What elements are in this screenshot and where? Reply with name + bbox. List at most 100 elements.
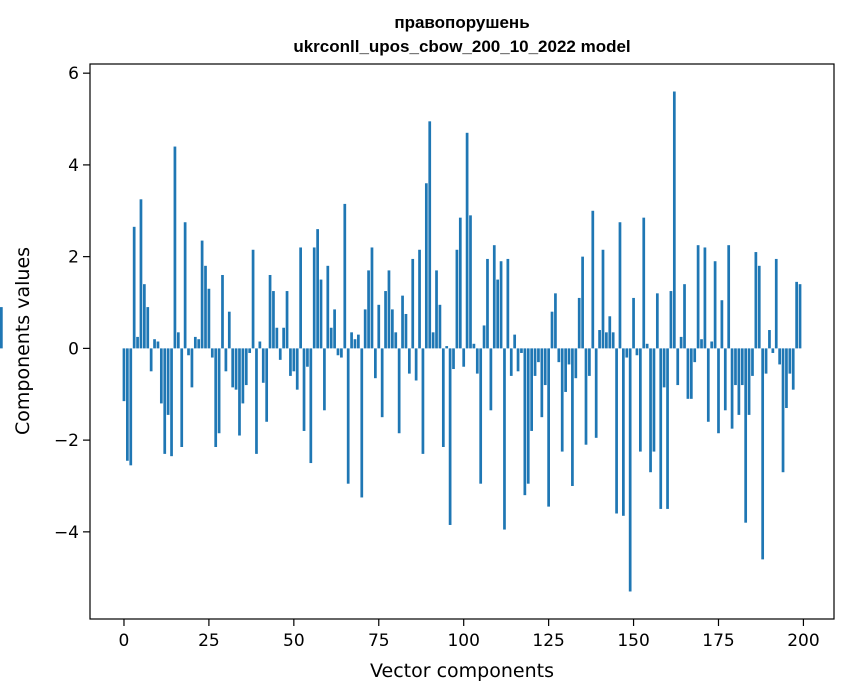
bar-112	[503, 348, 506, 530]
bar-68	[353, 339, 357, 349]
bar-33	[234, 348, 238, 390]
bar-198	[795, 281, 798, 349]
x-tick-label-100: 100	[447, 631, 479, 651]
bar-58	[319, 279, 323, 349]
bar-undefined	[0, 307, 3, 349]
bar-119	[526, 348, 530, 484]
bar-175	[717, 348, 720, 434]
bar-97	[452, 348, 455, 370]
bar-56	[312, 247, 316, 349]
bar-169	[696, 245, 700, 349]
bar-63	[336, 348, 340, 356]
bar-152	[639, 348, 642, 452]
bar-88	[421, 348, 425, 454]
bar-143	[608, 316, 612, 349]
bar-9	[153, 339, 156, 349]
x-tick-label-50: 50	[283, 631, 305, 651]
bar-69	[357, 334, 360, 349]
x-tick-label-125: 125	[532, 631, 564, 651]
bar-139	[594, 348, 598, 438]
bar-177	[723, 348, 727, 411]
bar-129	[560, 348, 564, 452]
bar-103	[472, 343, 476, 349]
bar-186	[754, 252, 758, 349]
bar-72	[367, 270, 370, 349]
bar-43	[268, 274, 272, 349]
bar-19	[187, 348, 190, 356]
bar-95	[445, 346, 449, 349]
bars-group	[0, 91, 802, 592]
bar-27	[214, 348, 218, 447]
bar-13	[166, 348, 170, 415]
bar-50	[292, 348, 296, 372]
bar-0	[122, 348, 126, 402]
bar-192	[774, 258, 778, 349]
bar-134	[577, 297, 581, 349]
bar-142	[605, 332, 608, 349]
bar-160	[666, 348, 669, 509]
bar-92	[435, 270, 438, 349]
bar-22	[197, 339, 201, 349]
bar-71	[363, 309, 367, 349]
bar-32	[231, 348, 235, 388]
bar-53	[302, 348, 306, 431]
bar-81	[397, 348, 401, 434]
bar-76	[380, 348, 384, 418]
y-ticks-group: −4 −2 0 2 4 6	[54, 64, 90, 543]
bar-127	[554, 293, 557, 349]
bar-23	[200, 240, 204, 349]
bar-185	[751, 348, 754, 376]
bar-30	[224, 348, 228, 372]
bar-122	[537, 348, 540, 363]
x-tick-label-75: 75	[368, 631, 390, 651]
bar-158	[659, 348, 663, 509]
bar-66	[346, 348, 350, 484]
bar-46	[278, 348, 282, 360]
bar-6	[143, 284, 146, 349]
bar-150	[632, 297, 635, 349]
bar-89	[424, 183, 428, 349]
bar-35	[241, 348, 245, 404]
y-tick-label--2: −2	[54, 431, 79, 451]
bar-131	[567, 348, 571, 365]
bar-26	[210, 348, 214, 358]
bar-155	[649, 348, 652, 473]
bar-176	[720, 300, 724, 349]
bar-180	[734, 348, 737, 386]
x-tick-label-150: 150	[617, 631, 649, 651]
bar-188	[761, 348, 765, 560]
y-tick-label-2: 2	[68, 248, 79, 268]
bar-190	[768, 330, 771, 349]
bar-110	[496, 279, 500, 349]
bar-59	[323, 348, 326, 411]
x-ticks-group: 0 25 50 75 100 125 150 175 200	[119, 619, 820, 651]
bar-130	[564, 348, 567, 392]
x-tick-label-200: 200	[787, 631, 819, 651]
bar-173	[710, 341, 714, 349]
bar-82	[401, 295, 404, 349]
bar-1	[126, 348, 129, 461]
y-tick-label--4: −4	[54, 523, 79, 543]
bar-37	[248, 348, 252, 353]
x-axis-label: Vector components	[370, 660, 554, 682]
bar-17	[180, 348, 184, 447]
bar-104	[475, 348, 479, 374]
bar-148	[625, 348, 629, 358]
bar-161	[669, 291, 673, 349]
bar-25	[207, 288, 211, 349]
bar-7	[146, 307, 150, 349]
bar-51	[295, 348, 299, 390]
bar-132	[571, 348, 574, 486]
bar-74	[374, 348, 377, 379]
bar-123	[540, 348, 544, 418]
bar-115	[513, 334, 517, 349]
bar-75	[377, 304, 381, 349]
bar-182	[740, 348, 744, 386]
bar-168	[693, 348, 697, 363]
bar-146	[618, 222, 622, 349]
bar-149	[628, 348, 632, 592]
bar-193	[778, 348, 781, 365]
bar-78	[387, 270, 391, 349]
